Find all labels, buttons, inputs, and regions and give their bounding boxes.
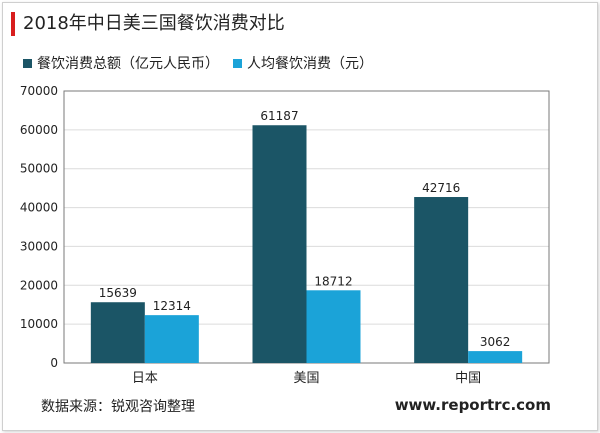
x-tick-label: 日本 bbox=[132, 371, 158, 386]
y-tick-label: 30000 bbox=[20, 239, 58, 253]
website-watermark: www.reportrc.com bbox=[394, 396, 551, 414]
legend-item-percapita: 人均餐饮消费（元） bbox=[233, 53, 373, 73]
chart-title: 2018年中日美三国餐饮消费对比 bbox=[23, 13, 285, 34]
y-tick-label: 20000 bbox=[20, 278, 58, 292]
y-tick-label: 60000 bbox=[20, 123, 58, 137]
y-tick-label: 10000 bbox=[20, 317, 58, 331]
bar-percapita-0 bbox=[144, 315, 199, 363]
legend-swatch-percapita bbox=[233, 58, 242, 68]
legend-swatch-total bbox=[23, 58, 32, 68]
source-note: 数据来源：锐观咨询整理 bbox=[41, 399, 195, 415]
legend: 餐饮消费总额（亿元人民币） 人均餐饮消费（元） bbox=[23, 53, 387, 73]
data-label: 42716 bbox=[422, 181, 460, 195]
bar-total-1 bbox=[252, 125, 307, 363]
legend-label-percapita: 人均餐饮消费（元） bbox=[247, 56, 373, 72]
bar-total-0 bbox=[90, 302, 145, 363]
y-tick-label: 40000 bbox=[20, 201, 58, 215]
x-tick-label: 美国 bbox=[293, 371, 319, 386]
data-label: 15639 bbox=[99, 286, 137, 300]
legend-label-total: 餐饮消费总额（亿元人民币） bbox=[37, 56, 219, 72]
y-tick-label: 50000 bbox=[20, 162, 58, 176]
legend-item-total: 餐饮消费总额（亿元人民币） bbox=[23, 53, 219, 73]
x-tick-label: 中国 bbox=[455, 371, 481, 386]
bar-percapita-2 bbox=[468, 351, 523, 363]
y-tick-label: 70000 bbox=[20, 84, 58, 98]
bar-percapita-1 bbox=[306, 290, 361, 363]
data-label: 12314 bbox=[153, 299, 191, 313]
y-tick-label: 0 bbox=[50, 356, 58, 370]
data-label: 61187 bbox=[260, 109, 298, 123]
bar-chart: 0 10000 20000 30000 40000 50000 60000 70000 1563… bbox=[20, 84, 550, 386]
bar-total-2 bbox=[414, 197, 469, 363]
data-label: 18712 bbox=[314, 274, 352, 288]
title-accent-bar bbox=[11, 12, 15, 36]
data-label: 3062 bbox=[480, 335, 511, 349]
